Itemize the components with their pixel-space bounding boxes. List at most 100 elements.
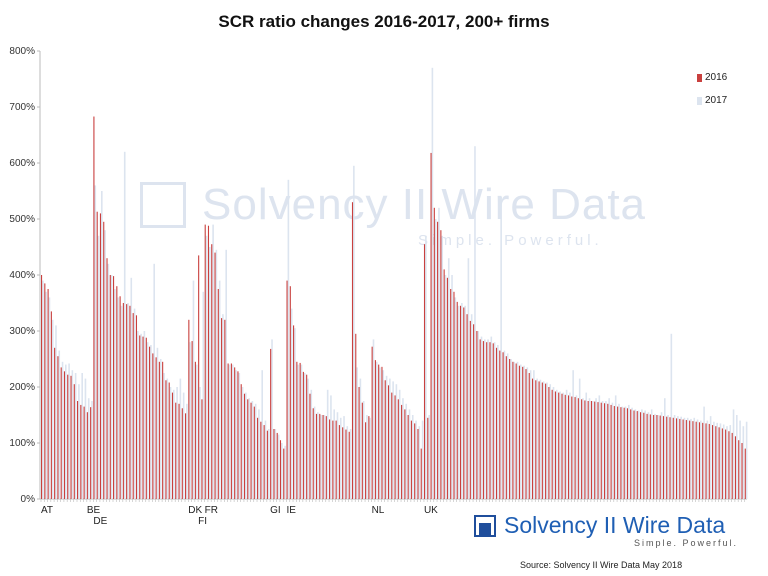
bar-2016 (420, 448, 422, 499)
bar-2016 (309, 393, 311, 499)
bar-2016 (302, 371, 304, 499)
bar-2017 (189, 342, 191, 499)
bar-2017 (519, 364, 522, 499)
bar-2016 (489, 342, 491, 499)
bar-2017 (137, 331, 139, 499)
bar-2016 (270, 348, 272, 499)
bar-2017 (542, 381, 545, 499)
bar-2016 (541, 382, 543, 499)
bar-2016 (299, 362, 301, 499)
bar-2017 (123, 151, 126, 500)
bar-2017 (673, 415, 676, 499)
bar-2016 (695, 421, 697, 499)
bar-2017 (205, 235, 208, 500)
bar-2017 (670, 333, 673, 499)
bar-2016 (738, 440, 740, 499)
bar-2016 (476, 331, 478, 499)
bar-2016 (214, 252, 216, 499)
bar-2016 (459, 305, 462, 499)
bar-2016 (374, 360, 376, 499)
bar-2017 (195, 364, 198, 499)
bar-2016 (571, 396, 573, 499)
bar-2016 (456, 301, 458, 499)
bar-2017 (169, 387, 172, 499)
bar-2017 (143, 331, 146, 499)
bar-2016 (178, 403, 180, 499)
bar-2017 (503, 350, 506, 499)
bar-2016 (86, 412, 88, 499)
bar-2016 (482, 341, 484, 499)
bar-2017 (650, 409, 653, 499)
logo-tagline: Simple. Powerful. (634, 538, 739, 548)
bar-2017 (411, 415, 414, 499)
bar-2017 (274, 429, 277, 499)
bar-2016 (41, 275, 43, 499)
bar-2016 (113, 276, 115, 499)
bar-2016 (512, 361, 514, 499)
bar-2016 (93, 116, 95, 500)
bar-2017 (166, 378, 169, 499)
bar-2017 (591, 401, 594, 499)
bar-2017 (156, 347, 159, 499)
category-label: IE (286, 505, 296, 516)
bar-2016 (158, 361, 160, 499)
bar-2016 (257, 417, 259, 499)
bar-2017 (163, 373, 165, 499)
bar-2017 (627, 404, 630, 499)
legend-label-2016: 2016 (705, 72, 728, 83)
bar-2016 (689, 420, 691, 499)
bar-2016 (103, 221, 105, 500)
bar-2016 (437, 221, 439, 500)
bar-2016 (221, 318, 223, 499)
bar-2016 (702, 422, 704, 499)
bar-2017 (703, 406, 705, 499)
bar-2016 (109, 275, 111, 499)
bar-2017 (382, 370, 385, 499)
bar-2017 (480, 336, 483, 499)
bar-2017 (425, 235, 427, 500)
bar-2016 (99, 213, 102, 499)
bar-2016 (152, 353, 154, 499)
bar-2016 (397, 399, 399, 499)
bar-2016 (67, 374, 69, 499)
bar-2016 (600, 402, 602, 499)
bar-2017 (690, 418, 692, 499)
bar-2017 (477, 331, 480, 499)
category-label: BE (87, 505, 101, 516)
bar-2017 (68, 363, 70, 499)
bar-2017 (428, 415, 430, 499)
bar-2016 (469, 320, 471, 499)
bar-2017 (598, 395, 601, 499)
y-tick-label: 500% (9, 214, 35, 225)
bar-2017 (536, 378, 538, 499)
bar-2016 (384, 380, 386, 499)
bar-2016 (505, 356, 507, 499)
bar-2016 (319, 413, 321, 499)
bar-2016 (57, 356, 59, 499)
bar-2017 (408, 409, 411, 499)
bar-2017 (235, 370, 237, 499)
bar-2017 (539, 379, 542, 499)
bar-2017 (474, 146, 476, 499)
bar-2016 (675, 418, 678, 499)
bar-2017 (575, 395, 578, 499)
bar-2017 (451, 275, 453, 499)
bar-2017 (199, 387, 201, 499)
bar-2016 (672, 417, 674, 499)
bar-2016 (741, 443, 743, 499)
bar-2017 (336, 412, 339, 499)
bar-2016 (525, 369, 527, 499)
y-tick-label: 600% (9, 158, 35, 169)
bar-2017 (418, 426, 421, 499)
bar-2016 (443, 269, 445, 499)
bar-2016 (440, 230, 442, 499)
bar-2016 (175, 402, 177, 499)
bar-2016 (217, 289, 219, 499)
bar-2016 (522, 366, 524, 499)
bar-2017 (261, 370, 264, 499)
bar-2016 (453, 291, 455, 499)
bar-2016 (715, 426, 717, 499)
bar-2017 (742, 426, 745, 499)
bar-2016 (685, 420, 687, 499)
bar-2017 (228, 364, 231, 499)
